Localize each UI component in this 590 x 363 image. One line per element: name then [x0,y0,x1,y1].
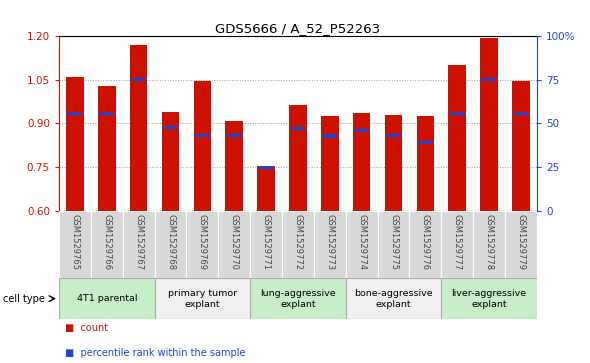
Text: ■  percentile rank within the sample: ■ percentile rank within the sample [65,348,245,359]
Text: GSM1529773: GSM1529773 [325,214,335,270]
Bar [473,211,505,278]
Bar [386,134,401,137]
Bar [441,211,473,278]
Bar [162,112,179,211]
Bar [59,211,91,278]
Text: primary tumor
explant: primary tumor explant [168,289,237,309]
Bar [505,211,537,278]
Bar [418,141,433,144]
Text: GSM1529767: GSM1529767 [134,214,143,270]
Text: GSM1529779: GSM1529779 [516,214,526,270]
Bar [155,278,250,319]
Bar [218,211,250,278]
Bar [225,121,243,211]
Bar [67,112,83,115]
Text: GSM1529766: GSM1529766 [102,214,112,270]
Bar [163,126,178,129]
Bar [227,134,242,137]
Bar [131,78,146,81]
Title: GDS5666 / A_52_P52263: GDS5666 / A_52_P52263 [215,22,381,35]
Bar [99,112,114,115]
Bar [512,81,530,211]
Bar [409,211,441,278]
Bar [378,211,409,278]
Text: GSM1529770: GSM1529770 [230,214,239,270]
Bar [448,65,466,211]
Text: GSM1529769: GSM1529769 [198,214,207,270]
Text: GSM1529775: GSM1529775 [389,214,398,270]
Bar [59,278,155,319]
Bar [123,211,155,278]
Text: GSM1529771: GSM1529771 [261,214,271,270]
Bar [417,116,434,211]
Text: GSM1529768: GSM1529768 [166,214,175,270]
Bar [289,105,307,211]
Bar [258,166,274,169]
Bar [194,81,211,211]
Bar [250,211,282,278]
Bar [195,134,210,137]
Bar [250,278,346,319]
Text: cell type: cell type [3,294,45,303]
Text: GSM1529765: GSM1529765 [70,214,80,270]
Bar [385,115,402,211]
Text: GSM1529778: GSM1529778 [484,214,494,270]
Bar [441,278,537,319]
Bar [98,86,116,211]
Bar [322,134,337,138]
Text: GSM1529777: GSM1529777 [453,214,462,270]
Text: ■  count: ■ count [65,323,108,333]
Text: 4T1 parental: 4T1 parental [77,294,137,303]
Bar [513,112,529,115]
Bar [481,78,497,81]
Bar [186,211,218,278]
Bar [346,211,378,278]
Text: GSM1529774: GSM1529774 [357,214,366,270]
Text: lung-aggressive
explant: lung-aggressive explant [260,289,336,309]
Text: liver-aggressive
explant: liver-aggressive explant [451,289,527,309]
Bar [354,129,369,132]
Bar [66,77,84,211]
Bar [450,112,465,115]
Text: GSM1529772: GSM1529772 [293,214,303,270]
Bar [480,38,498,211]
Text: GSM1529776: GSM1529776 [421,214,430,270]
Bar [290,127,306,130]
Bar [282,211,314,278]
Bar [321,116,339,211]
Bar [155,211,186,278]
Bar [130,45,148,211]
Bar [91,211,123,278]
Bar [314,211,346,278]
Bar [346,278,441,319]
Bar [257,166,275,211]
Text: bone-aggressive
explant: bone-aggressive explant [354,289,433,309]
Bar [353,113,371,211]
